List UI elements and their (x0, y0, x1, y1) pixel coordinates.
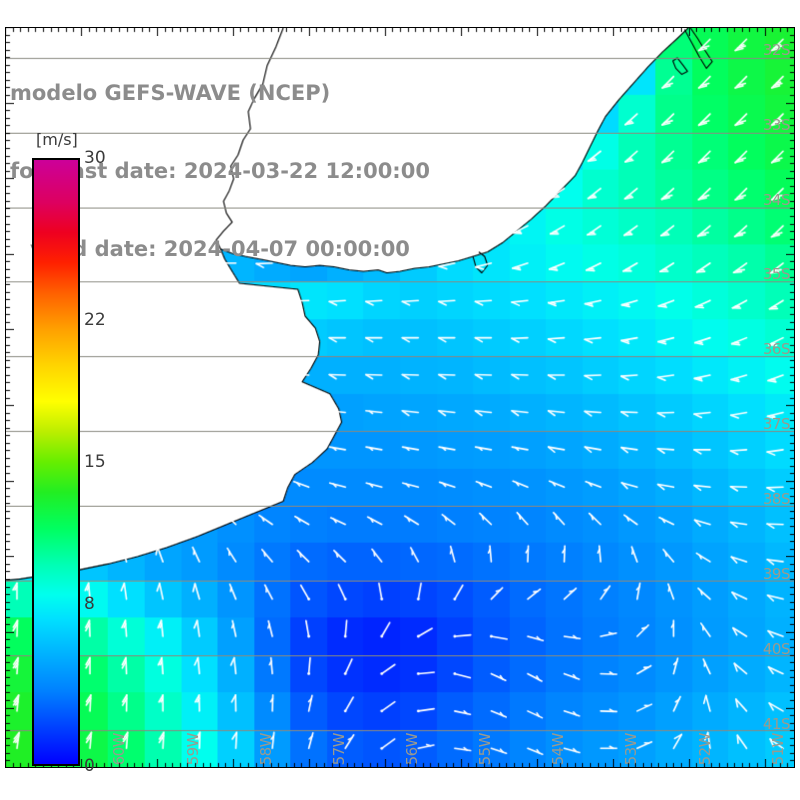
longitude-label: 57W (329, 732, 348, 765)
colorbar-gradient (32, 158, 80, 766)
longitude-label: 58W (256, 732, 275, 765)
colorbar-unit-label: [m/s] (36, 130, 78, 149)
latitude-label: 38S (762, 490, 791, 509)
longitude-label: 56W (403, 732, 421, 765)
latitude-label: 37S (762, 415, 791, 434)
colorbar-tick-label: 22 (84, 310, 106, 331)
colorbar[interactable] (32, 158, 80, 766)
latitude-label: 32S (762, 40, 791, 59)
latitude-label: 34S (762, 190, 791, 209)
wind-speed-raster (6, 28, 794, 767)
latitude-label: 36S (762, 340, 791, 359)
colorbar-tick-label: 0 (84, 756, 95, 776)
longitude-label: 53W (622, 732, 641, 765)
colorbar-tick-label: 8 (84, 593, 95, 614)
latitude-label: 41S (762, 714, 791, 733)
longitude-label: 51W (768, 732, 787, 765)
latitude-label: 40S (762, 639, 791, 658)
latitude-label: 33S (762, 115, 791, 134)
colorbar-tick-label: 30 (84, 148, 106, 168)
longitude-label: 52W (695, 732, 714, 765)
colorbar-tick-label: 15 (84, 452, 106, 472)
longitude-label: 60W (110, 732, 129, 765)
latitude-label: 35S (762, 265, 791, 284)
longitude-label: 54W (549, 732, 568, 765)
longitude-label: 59W (183, 732, 202, 765)
longitude-label: 55W (476, 732, 495, 765)
latitude-label: 39S (762, 564, 791, 583)
